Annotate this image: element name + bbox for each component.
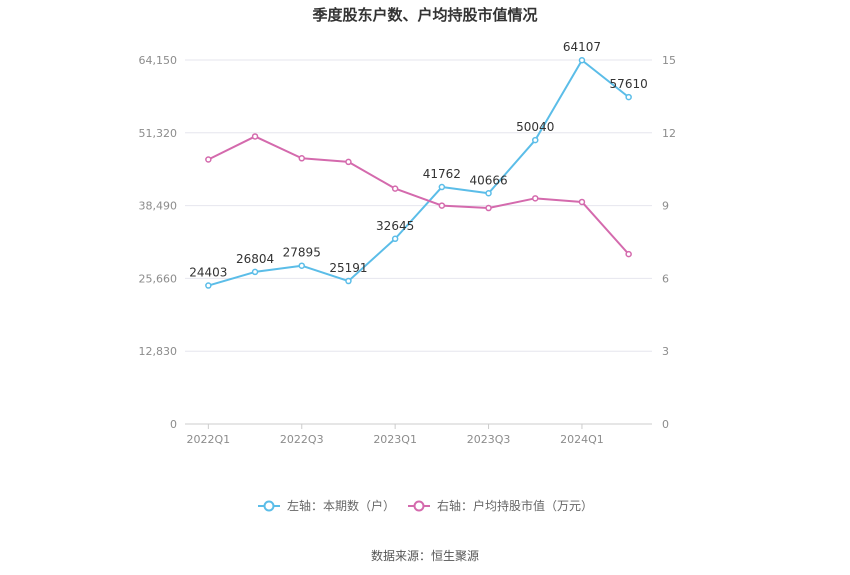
left-axis: 0 12,830 25,660 38,490 51,320 64,150 xyxy=(139,54,178,431)
data-point xyxy=(625,250,632,258)
data-point xyxy=(485,190,492,197)
data-point xyxy=(205,282,212,289)
data-point xyxy=(532,136,539,144)
series-line-2 xyxy=(207,135,630,255)
x-tick-label: 2023Q3 xyxy=(467,433,511,446)
data-point xyxy=(532,195,539,202)
data-point xyxy=(251,133,259,140)
data-point xyxy=(625,93,632,101)
right-tick-label: 12 xyxy=(662,127,676,140)
legend-label: 右轴：户均持股市值（万元） xyxy=(437,498,593,513)
legend-item-1[interactable]: 左轴：本期数（户） xyxy=(258,498,395,513)
series-line-1 xyxy=(208,59,630,287)
data-point xyxy=(391,235,399,243)
series-layer: 24403 26804 27895 25191 32645 41762 40666 50040… xyxy=(189,40,648,289)
data-point xyxy=(298,155,305,162)
data-point xyxy=(205,156,212,163)
data-point xyxy=(438,202,446,209)
x-tick-label: 2022Q3 xyxy=(280,433,324,446)
right-tick-label: 6 xyxy=(662,272,669,285)
legend-marker xyxy=(413,500,425,512)
source-note: 数据来源：恒生聚源 xyxy=(371,548,479,563)
data-point xyxy=(485,204,492,212)
legend-label: 左轴：本期数（户） xyxy=(287,498,395,513)
right-tick-label: 0 xyxy=(662,418,669,431)
left-tick-label: 64,150 xyxy=(139,54,178,67)
left-tick-label: 12,830 xyxy=(139,345,178,358)
data-point xyxy=(251,268,259,276)
left-tick-label: 51,320 xyxy=(139,127,178,140)
data-label: 26804 xyxy=(236,252,274,266)
x-tick-label: 2023Q1 xyxy=(373,433,417,446)
data-point xyxy=(391,185,399,192)
legend-item-2[interactable]: 右轴：户均持股市值（万元） xyxy=(408,498,593,513)
data-label: 24403 xyxy=(189,266,227,280)
data-label: 50040 xyxy=(516,120,554,134)
left-tick-label: 25,660 xyxy=(139,272,178,285)
data-point xyxy=(345,158,352,166)
data-point xyxy=(578,198,586,206)
data-label: 27895 xyxy=(283,246,321,260)
right-tick-label: 3 xyxy=(662,345,669,358)
data-label: 41762 xyxy=(423,167,461,181)
grid xyxy=(185,59,652,425)
data-point xyxy=(345,277,352,285)
data-label: 64107 xyxy=(563,40,601,54)
x-axis: 2022Q1 2022Q3 2023Q1 2023Q3 2024Q1 xyxy=(187,424,604,446)
legend[interactable]: 左轴：本期数（户） 右轴：户均持股市值（万元） xyxy=(258,498,593,513)
right-tick-label: 15 xyxy=(662,54,676,67)
data-label: 40666 xyxy=(469,173,507,187)
data-point xyxy=(578,56,586,64)
left-tick-label: 0 xyxy=(170,418,177,431)
x-tick-label: 2022Q1 xyxy=(187,433,231,446)
x-tick-label: 2024Q1 xyxy=(560,433,604,446)
legend-marker xyxy=(263,500,275,512)
left-tick-label: 38,490 xyxy=(139,200,178,213)
data-label: 57610 xyxy=(610,77,648,91)
data-point xyxy=(298,262,305,269)
data-label: 32645 xyxy=(376,219,414,233)
right-tick-label: 9 xyxy=(662,200,669,213)
chart-title: 季度股东户数、户均持股市值情况 xyxy=(312,6,537,24)
data-point xyxy=(438,183,446,191)
right-axis: 0 3 6 9 12 15 xyxy=(662,54,676,431)
data-label: 25191 xyxy=(329,261,367,275)
